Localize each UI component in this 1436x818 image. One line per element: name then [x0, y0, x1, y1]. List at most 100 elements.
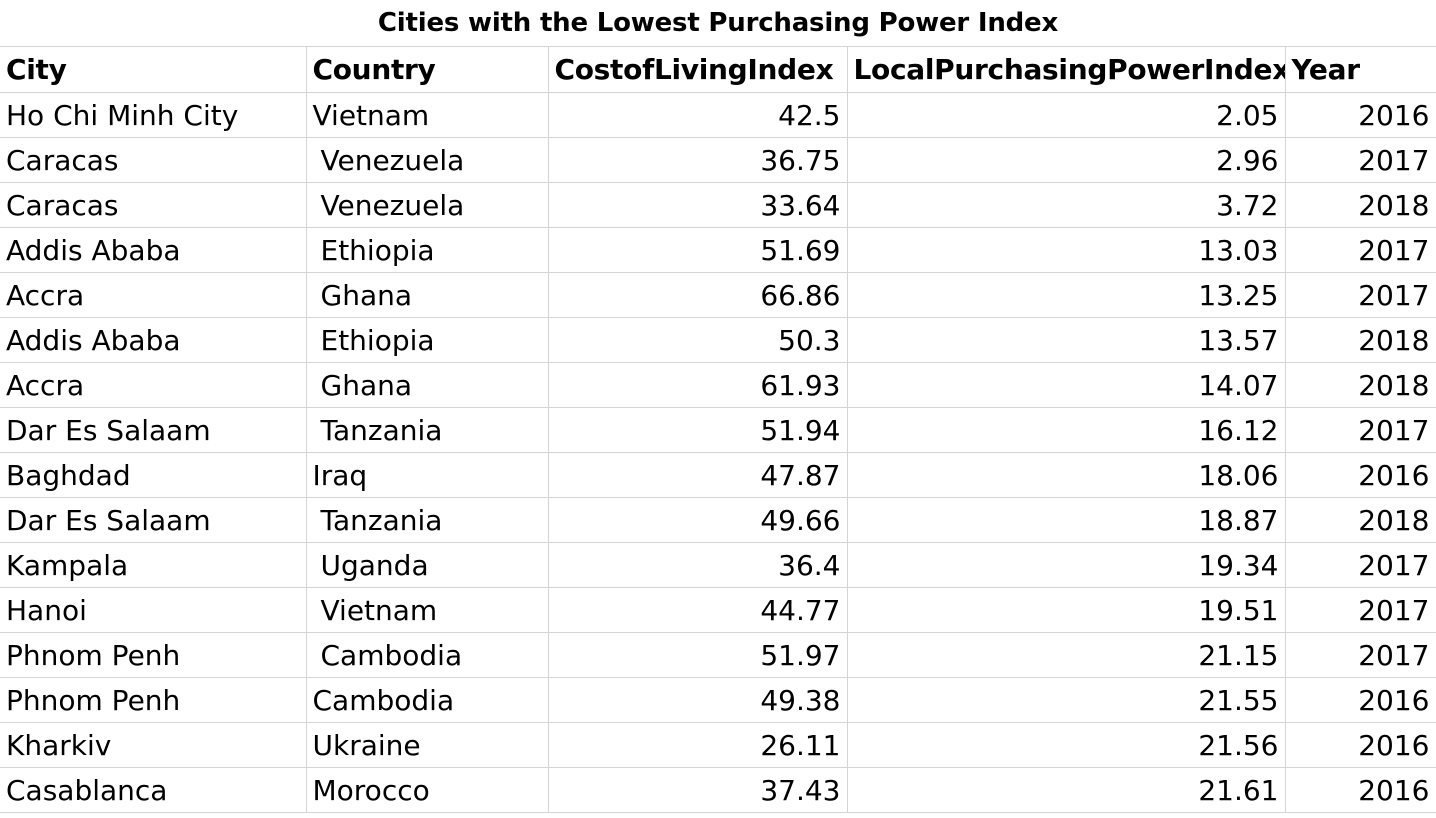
cell-cost-of-living-index[interactable]: 33.64	[547, 182, 848, 228]
cell-year[interactable]: 2017	[1284, 632, 1436, 678]
cell-local-purchasing-power-index[interactable]: 18.06	[846, 452, 1286, 498]
cell-city[interactable]: Caracas	[0, 182, 307, 228]
cell-country[interactable]: Vietnam	[305, 92, 549, 138]
cell-country[interactable]: Tanzania	[305, 407, 549, 453]
cell-year[interactable]: 2016	[1284, 677, 1436, 723]
table-row: Caracas Venezuela 33.64 3.72 2018	[0, 182, 1436, 228]
cell-country[interactable]: Venezuela	[305, 137, 549, 183]
cell-local-purchasing-power-index[interactable]: 2.96	[846, 137, 1286, 183]
cell-city[interactable]: Accra	[0, 272, 307, 318]
cell-city[interactable]: Phnom Penh	[0, 632, 307, 678]
cell-local-purchasing-power-index[interactable]: 2.05	[846, 92, 1286, 138]
cell-city[interactable]: Kharkiv	[0, 722, 307, 768]
cell-year[interactable]: 2018	[1284, 362, 1436, 408]
cell-cost-of-living-index[interactable]: 51.97	[547, 632, 848, 678]
cell-city[interactable]: Phnom Penh	[0, 677, 307, 723]
cell-cost-of-living-index[interactable]: 66.86	[547, 272, 848, 318]
cell-city[interactable]: Addis Ababa	[0, 317, 307, 363]
cell-city[interactable]: Kampala	[0, 542, 307, 588]
header-city[interactable]: City	[0, 46, 307, 93]
cell-local-purchasing-power-index[interactable]: 16.12	[846, 407, 1286, 453]
cell-local-purchasing-power-index[interactable]: 14.07	[846, 362, 1286, 408]
cell-local-purchasing-power-index[interactable]: 21.56	[846, 722, 1286, 768]
cell-local-purchasing-power-index[interactable]: 3.72	[846, 182, 1286, 228]
cell-cost-of-living-index[interactable]: 42.5	[547, 92, 848, 138]
cell-country[interactable]: Cambodia	[305, 677, 549, 723]
table-row: Dar Es Salaam Tanzania 51.94 16.12 2017	[0, 407, 1436, 453]
table-row: Dar Es Salaam Tanzania 49.66 18.87 2018	[0, 497, 1436, 543]
header-local-purchasing-power-index[interactable]: LocalPurchasingPowerIndex	[846, 46, 1286, 93]
table-row: Baghdad Iraq 47.87 18.06 2016	[0, 452, 1436, 498]
cell-year[interactable]: 2017	[1284, 542, 1436, 588]
cell-cost-of-living-index[interactable]: 61.93	[547, 362, 848, 408]
cell-local-purchasing-power-index[interactable]: 21.15	[846, 632, 1286, 678]
cell-country[interactable]: Cambodia	[305, 632, 549, 678]
cell-year[interactable]: 2018	[1284, 182, 1436, 228]
cell-year[interactable]: 2016	[1284, 92, 1436, 138]
cell-cost-of-living-index[interactable]: 49.66	[547, 497, 848, 543]
cell-local-purchasing-power-index[interactable]: 21.55	[846, 677, 1286, 723]
table-row: Kampala Uganda 36.4 19.34 2017	[0, 542, 1436, 588]
header-cost-of-living-index[interactable]: CostofLivingIndex	[547, 46, 848, 93]
cell-country[interactable]: Ghana	[305, 362, 549, 408]
cell-city[interactable]: Dar Es Salaam	[0, 497, 307, 543]
cell-year[interactable]: 2016	[1284, 452, 1436, 498]
cell-cost-of-living-index[interactable]: 36.75	[547, 137, 848, 183]
cell-country[interactable]: Morocco	[305, 767, 549, 813]
cell-country[interactable]: Ethiopia	[305, 317, 549, 363]
cell-year[interactable]: 2017	[1284, 407, 1436, 453]
cell-year[interactable]: 2016	[1284, 767, 1436, 813]
cell-city[interactable]: Baghdad	[0, 452, 307, 498]
cell-local-purchasing-power-index[interactable]: 19.34	[846, 542, 1286, 588]
cell-cost-of-living-index[interactable]: 26.11	[547, 722, 848, 768]
cell-local-purchasing-power-index[interactable]: 13.57	[846, 317, 1286, 363]
cell-local-purchasing-power-index[interactable]: 13.03	[846, 227, 1286, 273]
cell-country[interactable]: Vietnam	[305, 587, 549, 633]
cell-local-purchasing-power-index[interactable]: 18.87	[846, 497, 1286, 543]
cell-city[interactable]: Addis Ababa	[0, 227, 307, 273]
table-row: Addis Ababa Ethiopia 50.3 13.57 2018	[0, 317, 1436, 363]
cell-city[interactable]: Ho Chi Minh City	[0, 92, 307, 138]
header-year[interactable]: Year	[1284, 46, 1436, 93]
cell-cost-of-living-index[interactable]: 49.38	[547, 677, 848, 723]
cell-local-purchasing-power-index[interactable]: 13.25	[846, 272, 1286, 318]
table-row: Accra Ghana 61.93 14.07 2018	[0, 362, 1436, 408]
cell-cost-of-living-index[interactable]: 51.69	[547, 227, 848, 273]
cell-city[interactable]: Casablanca	[0, 767, 307, 813]
cell-cost-of-living-index[interactable]: 51.94	[547, 407, 848, 453]
cell-city[interactable]: Dar Es Salaam	[0, 407, 307, 453]
table-row: Kharkiv Ukraine 26.11 21.56 2016	[0, 722, 1436, 768]
cell-year[interactable]: 2017	[1284, 587, 1436, 633]
cell-country[interactable]: Ethiopia	[305, 227, 549, 273]
cell-country[interactable]: Venezuela	[305, 182, 549, 228]
cell-year[interactable]: 2018	[1284, 317, 1436, 363]
data-table: City Country CostofLivingIndex LocalPurc…	[0, 46, 1436, 813]
table-row: Caracas Venezuela 36.75 2.96 2017	[0, 137, 1436, 183]
cell-cost-of-living-index[interactable]: 37.43	[547, 767, 848, 813]
cell-cost-of-living-index[interactable]: 36.4	[547, 542, 848, 588]
cell-cost-of-living-index[interactable]: 44.77	[547, 587, 848, 633]
table-row: Accra Ghana 66.86 13.25 2017	[0, 272, 1436, 318]
cell-year[interactable]: 2016	[1284, 722, 1436, 768]
cell-country[interactable]: Tanzania	[305, 497, 549, 543]
header-country[interactable]: Country	[305, 46, 549, 93]
cell-year[interactable]: 2018	[1284, 497, 1436, 543]
table-row: Addis Ababa Ethiopia 51.69 13.03 2017	[0, 227, 1436, 273]
cell-country[interactable]: Ukraine	[305, 722, 549, 768]
cell-local-purchasing-power-index[interactable]: 21.61	[846, 767, 1286, 813]
cell-country[interactable]: Iraq	[305, 452, 549, 498]
cell-year[interactable]: 2017	[1284, 137, 1436, 183]
cell-city[interactable]: Hanoi	[0, 587, 307, 633]
cell-cost-of-living-index[interactable]: 50.3	[547, 317, 848, 363]
cell-cost-of-living-index[interactable]: 47.87	[547, 452, 848, 498]
cell-country[interactable]: Uganda	[305, 542, 549, 588]
cell-country[interactable]: Ghana	[305, 272, 549, 318]
table-row: Ho Chi Minh City Vietnam 42.5 2.05 2016	[0, 92, 1436, 138]
cell-city[interactable]: Caracas	[0, 137, 307, 183]
cell-city[interactable]: Accra	[0, 362, 307, 408]
cell-year[interactable]: 2017	[1284, 227, 1436, 273]
table-row: Casablanca Morocco 37.43 21.61 2016	[0, 767, 1436, 813]
cell-local-purchasing-power-index[interactable]: 19.51	[846, 587, 1286, 633]
cell-year[interactable]: 2017	[1284, 272, 1436, 318]
